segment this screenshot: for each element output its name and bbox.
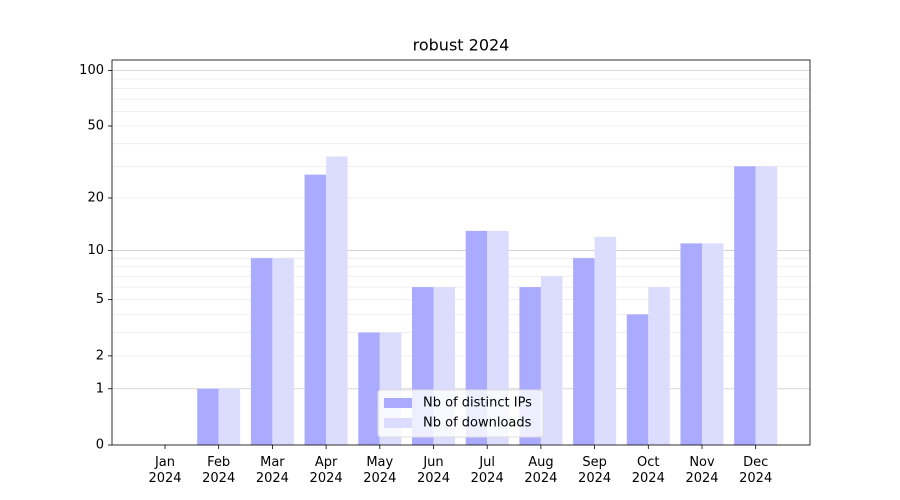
bar (272, 258, 294, 445)
bar (594, 236, 617, 445)
y-tick-label: 1 (96, 381, 104, 396)
axes-frame (111, 59, 811, 446)
x-tick-label: Sep 2024 (578, 455, 611, 486)
bar (734, 166, 756, 445)
bar (573, 258, 595, 445)
bar (304, 174, 327, 445)
x-tick-label: Feb 2024 (202, 455, 235, 486)
bar (540, 276, 563, 445)
plot-area: 0 1 2 5 10 20 50 100 Jan 2024 Feb 2024 Mar 2024 Apr 202… (79, 59, 811, 486)
y-tick-label: 50 (87, 118, 104, 133)
legend-label: Nb of distinct IPs (423, 396, 532, 411)
bar (648, 287, 670, 445)
x-tick-label: Oct 2024 (632, 455, 665, 486)
y-tick-label: 2 (96, 348, 104, 363)
x-tick-label: Jul 2024 (471, 455, 504, 486)
bar (680, 243, 702, 445)
y-tick-label: 0 (96, 438, 104, 453)
bar (755, 166, 778, 445)
legend-label: Nb of downloads (423, 416, 532, 431)
x-tick-label: May 2024 (363, 455, 396, 486)
y-tick-label: 20 (87, 190, 104, 205)
x-tick-label: Mar 2024 (256, 455, 289, 486)
x-tick-label: Apr 2024 (310, 455, 343, 486)
y-tick-label: 100 (79, 63, 104, 78)
bar (358, 332, 380, 445)
x-tick-label: Jun 2024 (417, 455, 450, 486)
bar (197, 388, 219, 445)
bar (626, 314, 649, 445)
y-tick-label: 10 (87, 243, 104, 258)
x-tick-label: Nov 2024 (685, 455, 718, 486)
legend-swatch (384, 418, 412, 428)
chart-title: robust 2024 (413, 36, 510, 55)
y-tick-label: 5 (96, 292, 104, 307)
x-tick-label: Aug 2024 (524, 455, 557, 486)
x-tick-label: Jan 2024 (148, 455, 181, 486)
bar (218, 388, 241, 445)
legend-swatch (384, 398, 412, 408)
bar (702, 243, 724, 445)
bar (326, 156, 348, 445)
x-tick-label: Dec 2024 (739, 455, 772, 486)
bar (250, 258, 273, 445)
legend-box (377, 389, 544, 438)
